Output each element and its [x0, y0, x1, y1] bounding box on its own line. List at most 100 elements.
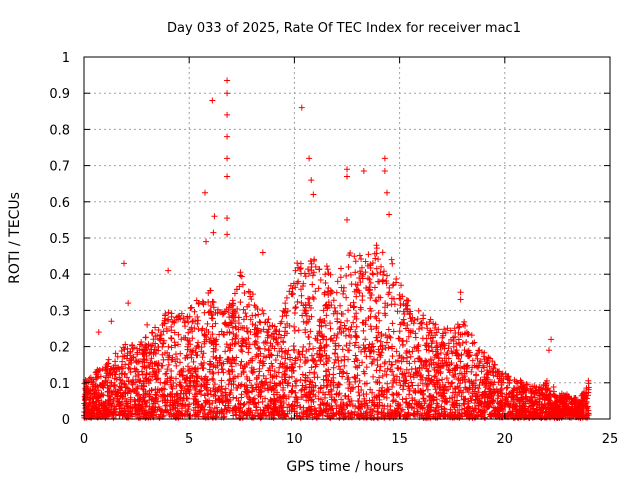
data-point [238, 358, 245, 365]
data-point [210, 353, 217, 360]
data-point [370, 407, 377, 414]
data-point [294, 260, 301, 267]
data-point [462, 409, 469, 416]
data-point [297, 286, 304, 293]
data-point [140, 386, 147, 393]
data-point [364, 275, 371, 282]
data-point [553, 406, 560, 413]
data-point [487, 369, 494, 376]
data-point [323, 360, 330, 367]
data-point [557, 397, 564, 404]
data-point [451, 400, 458, 407]
data-point [380, 409, 387, 416]
data-point [316, 351, 323, 358]
data-point [299, 282, 306, 289]
data-point [348, 334, 355, 341]
data-point [110, 397, 117, 404]
data-point [287, 356, 294, 363]
data-point [306, 340, 313, 347]
data-point [343, 272, 350, 279]
data-point [132, 373, 139, 380]
data-point [461, 347, 468, 354]
data-point [190, 358, 197, 365]
data-point [208, 315, 215, 322]
data-point [309, 281, 316, 288]
data-point [95, 329, 102, 336]
data-point [545, 392, 552, 399]
data-point [202, 398, 209, 405]
data-point [341, 322, 348, 329]
data-point [209, 375, 216, 382]
data-point [93, 405, 100, 412]
data-point [511, 414, 518, 421]
data-point [93, 382, 100, 389]
data-point [309, 294, 316, 301]
data-point [237, 362, 244, 369]
data-point [470, 407, 477, 414]
data-point [528, 394, 535, 401]
data-point [188, 365, 195, 372]
data-point [221, 308, 228, 315]
data-point [393, 348, 400, 355]
data-point [194, 320, 201, 327]
data-point [100, 392, 107, 399]
data-point [284, 320, 291, 327]
data-point [332, 340, 339, 347]
data-point [312, 357, 319, 364]
data-point [280, 407, 287, 414]
data-point [185, 387, 192, 394]
data-point [225, 400, 232, 407]
data-point [478, 349, 485, 356]
data-point [390, 377, 397, 384]
data-point [233, 333, 240, 340]
data-point [116, 374, 123, 381]
data-point [472, 377, 479, 384]
data-point [317, 385, 324, 392]
x-axis-label: GPS time / hours [286, 459, 403, 475]
data-point [424, 386, 431, 393]
data-point [464, 362, 471, 369]
data-point [369, 389, 376, 396]
data-point [326, 403, 333, 410]
data-point [436, 385, 443, 392]
data-point [235, 314, 242, 321]
data-point [373, 323, 380, 330]
data-point [347, 326, 354, 333]
data-point [142, 341, 149, 348]
data-point [488, 412, 495, 419]
data-point [408, 379, 415, 386]
data-point [394, 357, 401, 364]
data-point [292, 267, 299, 274]
data-point [418, 412, 425, 419]
data-point [405, 369, 412, 376]
data-point [403, 305, 410, 312]
data-point [210, 304, 217, 311]
data-point [209, 299, 216, 306]
data-point [489, 397, 496, 404]
data-point [348, 323, 355, 330]
data-point [331, 332, 338, 339]
data-point [306, 302, 313, 309]
data-point [562, 408, 569, 415]
data-point [350, 299, 357, 306]
data-point [353, 323, 360, 330]
data-point [260, 407, 267, 414]
data-point [448, 380, 455, 387]
data-point [87, 387, 94, 394]
data-point [259, 249, 266, 256]
data-point [304, 266, 311, 273]
data-point [492, 389, 499, 396]
data-point [361, 346, 368, 353]
data-point [325, 270, 332, 277]
data-point [298, 409, 305, 416]
data-point [245, 399, 252, 406]
data-point [240, 316, 247, 323]
data-point [372, 297, 379, 304]
data-point [358, 348, 365, 355]
data-point [380, 391, 387, 398]
data-point [399, 406, 406, 413]
data-point [345, 385, 352, 392]
data-point [161, 320, 168, 327]
data-point [245, 389, 252, 396]
data-point [414, 315, 421, 322]
